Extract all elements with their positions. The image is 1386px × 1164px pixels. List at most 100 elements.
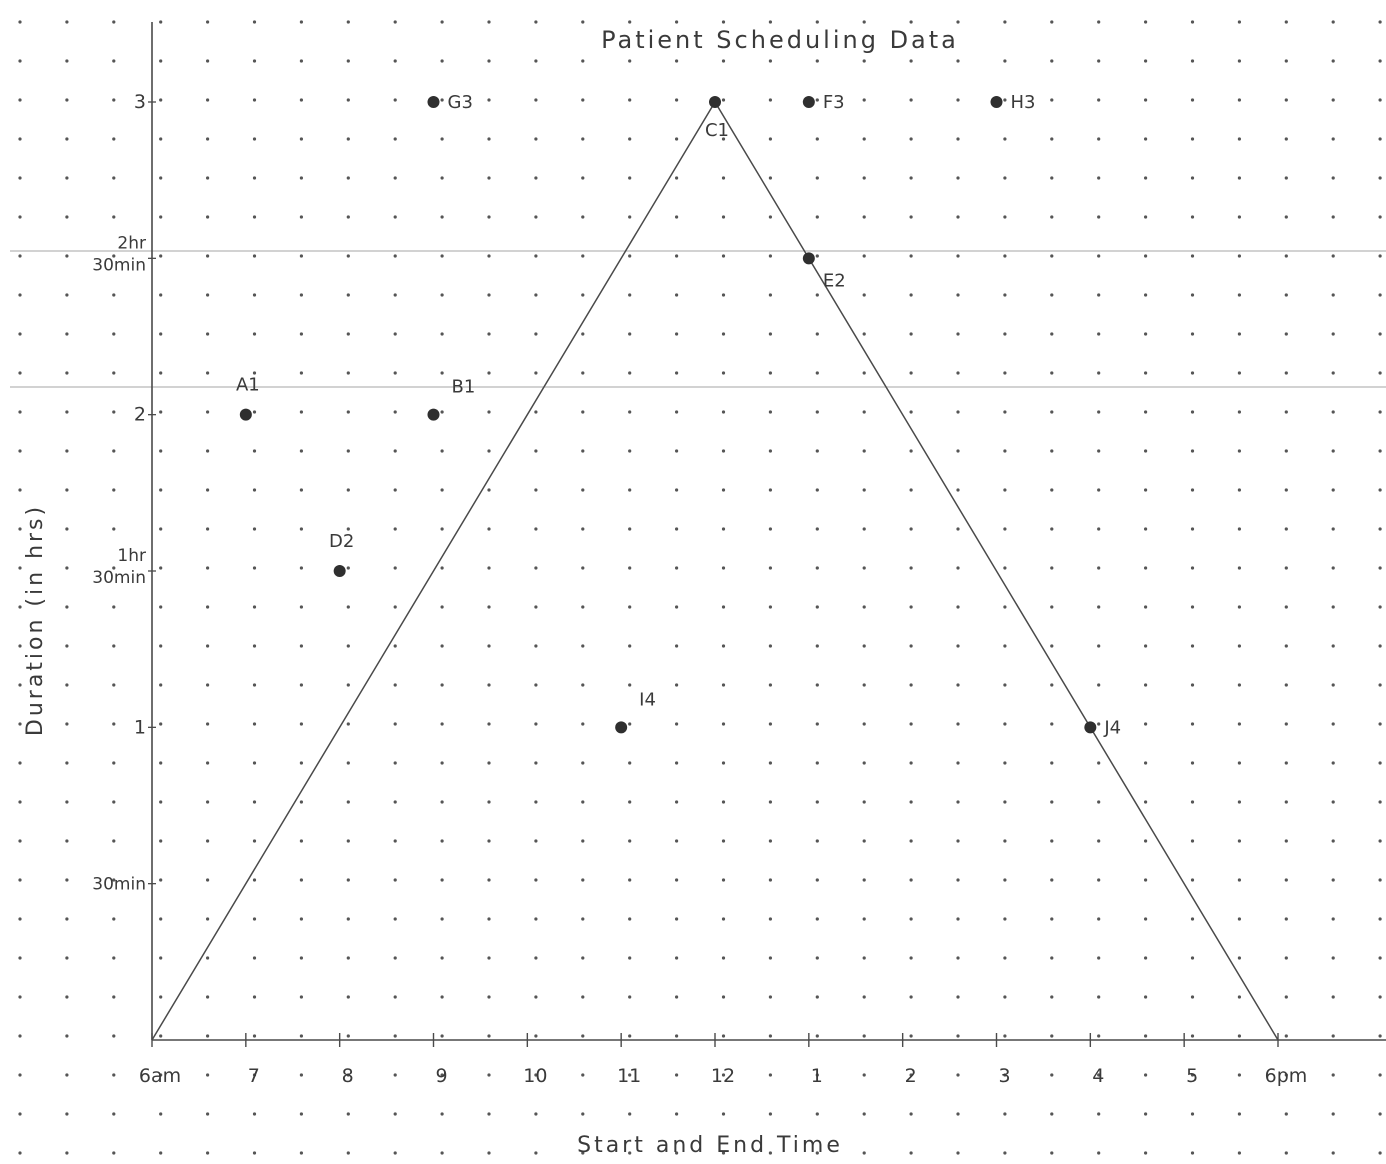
- x-tick-labels: 6am 7 8 9 10 11 12 1 2 3 4 5 6pm: [139, 1033, 1307, 1087]
- grid-dot: [581, 449, 585, 453]
- grid-dot: [159, 995, 163, 999]
- grid-dot: [1003, 488, 1007, 492]
- grid-dot: [768, 527, 773, 531]
- grid-dot: [65, 59, 69, 63]
- grid-dot: [1378, 20, 1382, 24]
- grid-dot: [956, 293, 960, 297]
- grid-dot: [346, 137, 350, 141]
- grid-dot: [815, 1073, 819, 1077]
- grid-dot: [675, 1073, 679, 1077]
- grid-dot: [206, 761, 210, 765]
- grid-dot: [1050, 527, 1054, 531]
- grid-dot: [65, 215, 69, 219]
- grid-dot: [721, 410, 726, 414]
- grid-dot: [65, 1151, 69, 1155]
- grid-dot: [1190, 20, 1195, 24]
- grid-dot: [393, 410, 397, 414]
- grid-dot: [1284, 137, 1288, 141]
- grid-dot: [346, 800, 350, 804]
- grid-dot: [206, 59, 210, 63]
- grid-dot: [487, 605, 491, 609]
- grid-dot: [1237, 1073, 1241, 1077]
- grid-dot: [1003, 566, 1007, 570]
- grid-dot: [1237, 644, 1241, 648]
- grid-dot: [581, 332, 585, 336]
- grid-dot: [768, 293, 773, 297]
- grid-dot: [440, 956, 444, 960]
- grid-dot: [1331, 332, 1335, 336]
- grid-dot: [675, 176, 679, 180]
- grid-dot: [1003, 722, 1007, 726]
- grid-dot: [393, 449, 397, 453]
- grid-dot: [534, 332, 538, 336]
- grid-dot: [815, 761, 819, 765]
- grid-dot: [581, 410, 585, 414]
- grid-dot: [1237, 878, 1241, 882]
- grid-dot: [534, 449, 538, 453]
- grid-dot: [815, 1112, 819, 1116]
- grid-dot: [1003, 137, 1007, 141]
- grid-dot: [440, 995, 444, 999]
- grid-dot: [815, 605, 819, 609]
- grid-dot: [1190, 488, 1195, 492]
- grid-dot: [440, 449, 444, 453]
- grid-dot: [768, 722, 773, 726]
- grid-dot: [112, 332, 116, 336]
- grid-dot: [159, 956, 163, 960]
- grid-dot: [1144, 1073, 1148, 1077]
- grid-dot: [440, 761, 444, 765]
- grid-dot: [1050, 839, 1054, 843]
- grid-dot: [1331, 176, 1335, 180]
- grid-dot: [675, 839, 679, 843]
- grid-dot: [346, 449, 350, 453]
- grid-dot: [862, 1073, 866, 1077]
- grid-dot: [440, 1034, 444, 1038]
- grid-dot: [393, 1034, 397, 1038]
- grid-dot: [1097, 59, 1101, 63]
- grid-dot: [1144, 488, 1148, 492]
- grid-dot: [675, 527, 679, 531]
- grid-dot: [1050, 137, 1054, 141]
- grid-dot: [628, 1073, 632, 1077]
- grid-dot: [1144, 293, 1148, 297]
- grid-dot: [440, 332, 444, 336]
- grid-dot: [721, 722, 726, 726]
- grid-dot: [721, 956, 726, 960]
- grid-dot: [65, 293, 69, 297]
- grid-dot: [956, 410, 960, 414]
- grid-dot: [159, 1112, 163, 1116]
- grid-dot: [956, 956, 960, 960]
- grid-dot: [1144, 839, 1148, 843]
- grid-dot: [299, 995, 303, 999]
- grid-dot: [252, 332, 257, 336]
- grid-dot: [346, 878, 350, 882]
- grid-dot: [581, 722, 585, 726]
- grid-dot: [252, 566, 257, 570]
- grid-dot: [1237, 176, 1241, 180]
- x-axis-title: Start and End Time: [577, 1133, 843, 1158]
- grid-dot: [1050, 1034, 1054, 1038]
- grid-dot: [1144, 800, 1148, 804]
- grid-dot: [1097, 1034, 1101, 1038]
- grid-dot: [1378, 332, 1382, 336]
- grid-dot: [206, 878, 210, 882]
- grid-dot: [534, 20, 538, 24]
- grid-dot: [1097, 995, 1101, 999]
- grid-dot: [1003, 410, 1007, 414]
- grid-dot: [1331, 449, 1335, 453]
- grid-dot: [18, 371, 22, 375]
- grid-dot: [252, 839, 257, 843]
- grid-dot: [1284, 449, 1288, 453]
- grid-dot: [206, 215, 210, 219]
- grid-dot: [815, 488, 819, 492]
- grid-dot: [628, 527, 632, 531]
- x-tick-label: 5: [1186, 1065, 1198, 1087]
- grid-dot: [909, 1151, 913, 1155]
- grid-dot: [112, 605, 116, 609]
- grid-dot: [393, 59, 397, 63]
- grid-dot: [252, 59, 257, 63]
- grid-dot: [1331, 488, 1335, 492]
- y-tick-label: 3: [134, 91, 146, 113]
- grid-dot: [956, 332, 960, 336]
- grid-dot: [1331, 215, 1335, 219]
